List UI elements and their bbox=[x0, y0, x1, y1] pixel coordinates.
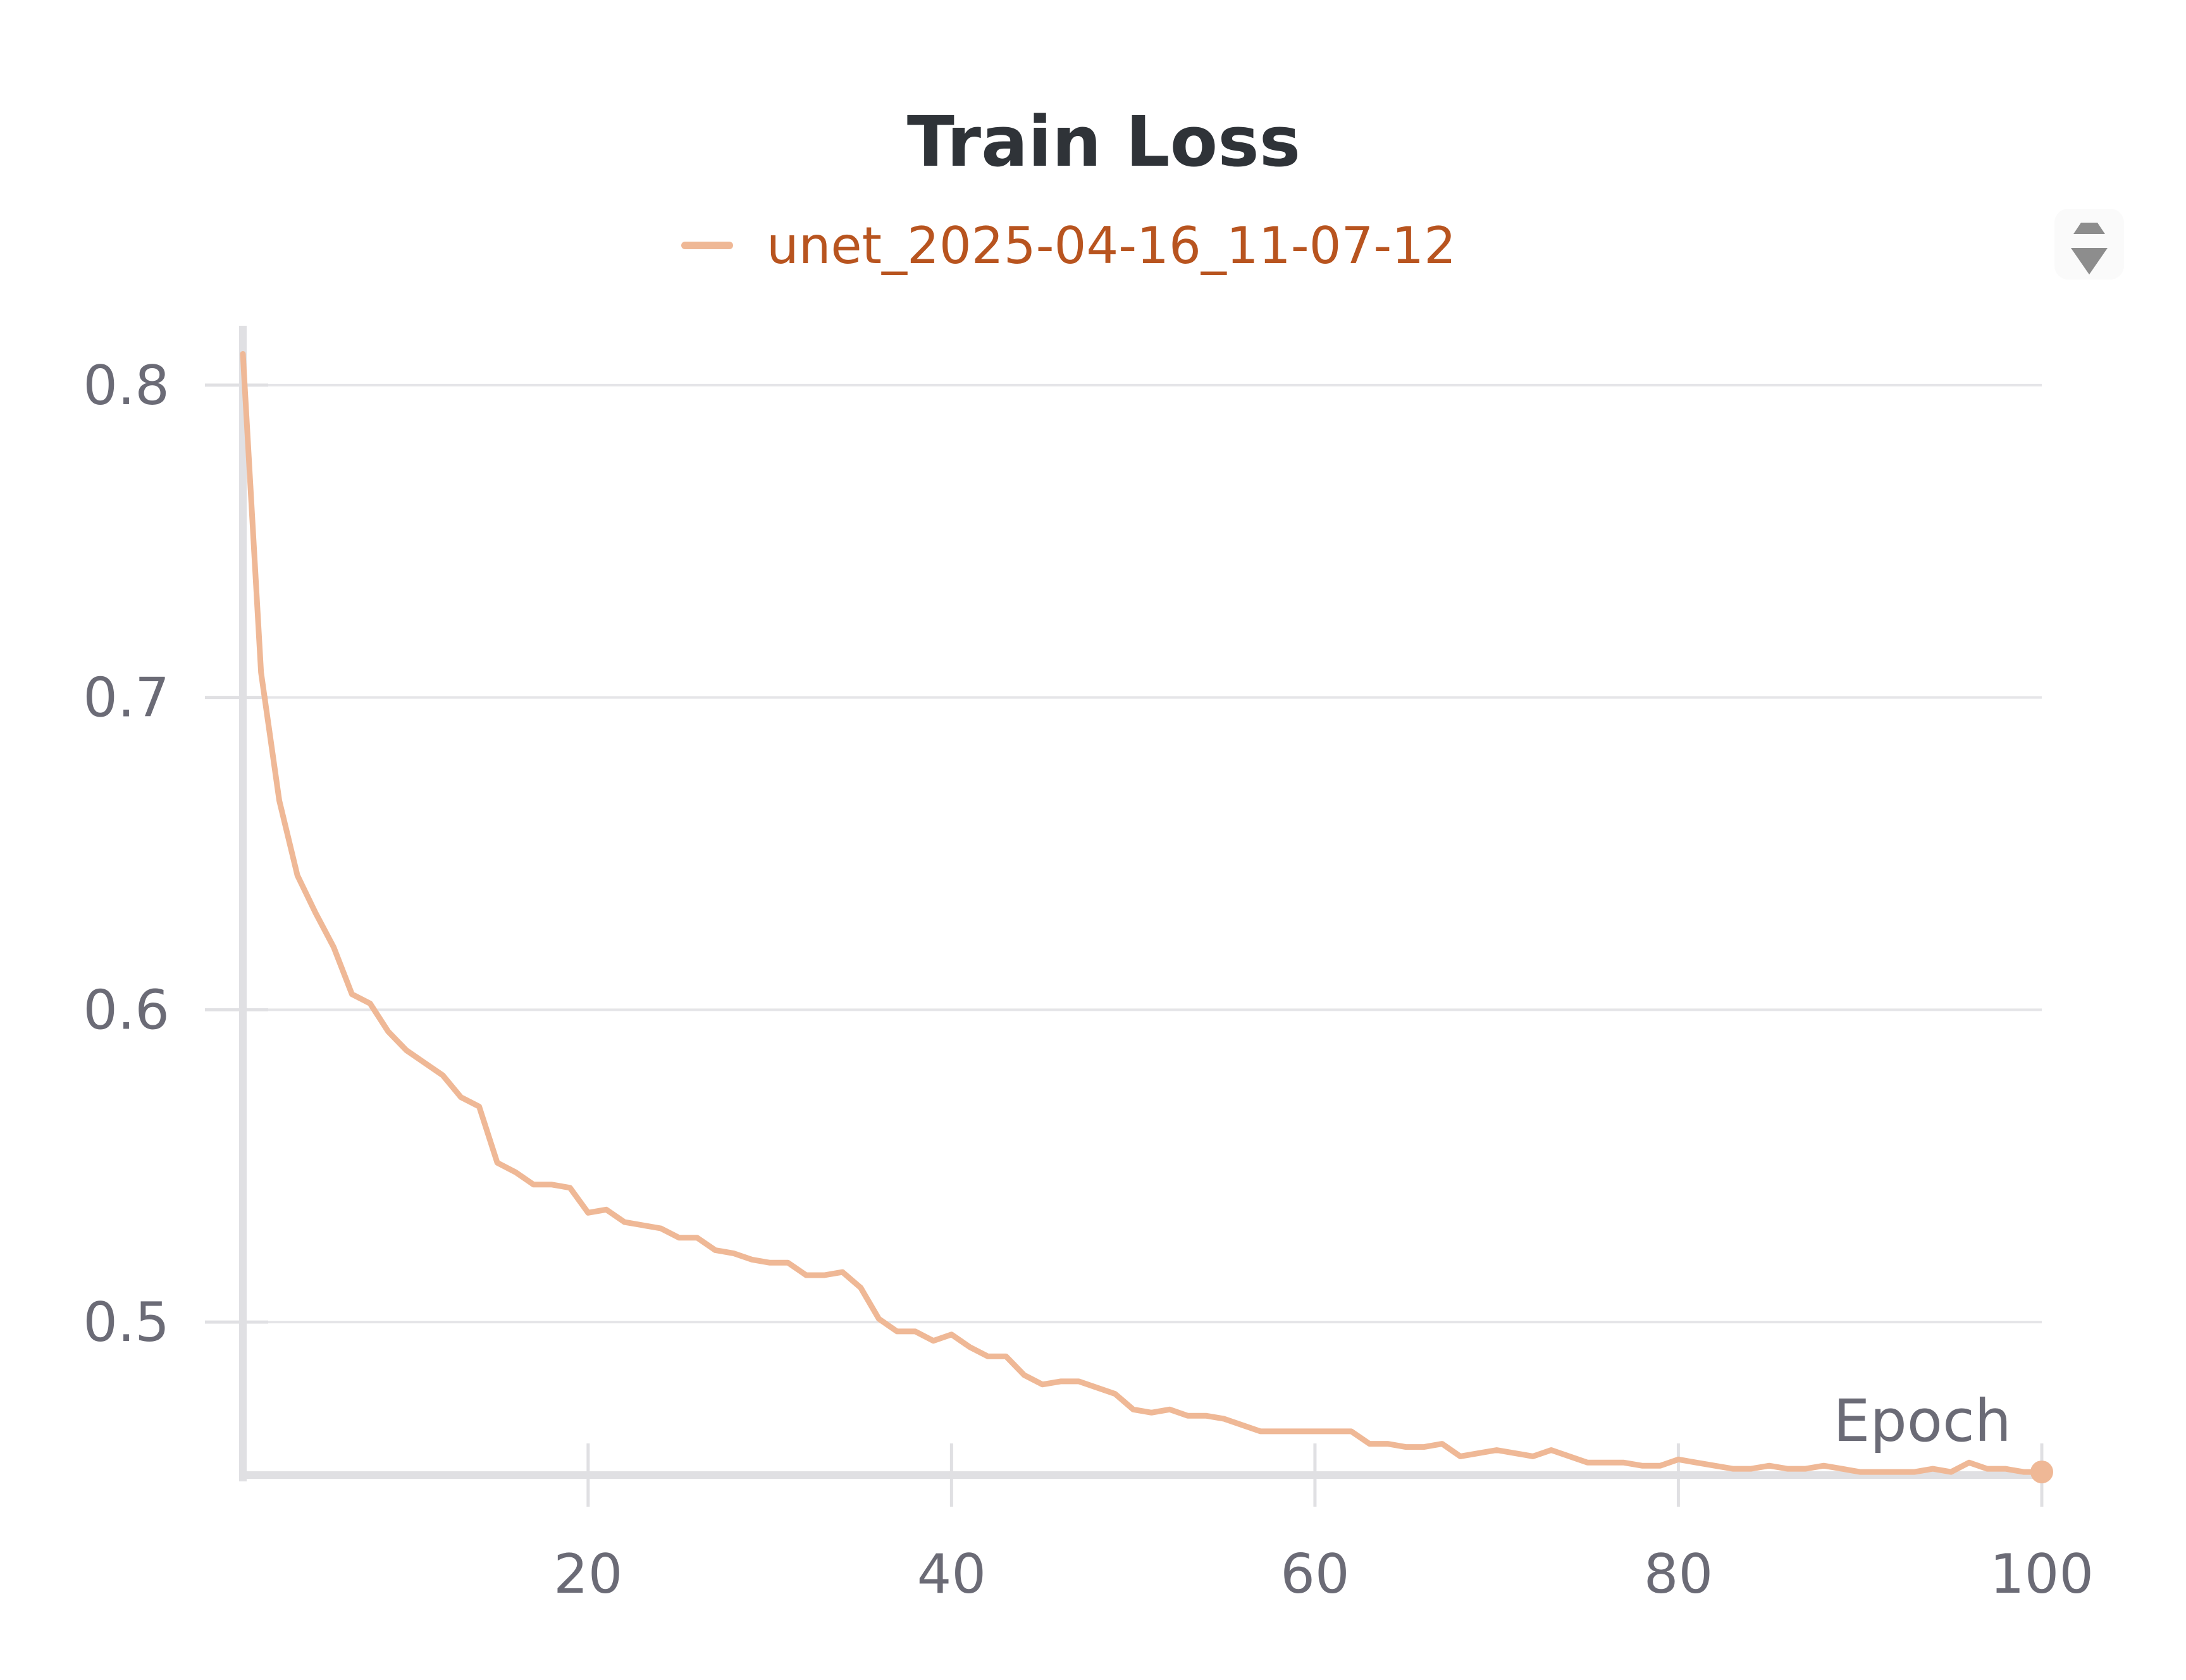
series-lines bbox=[240, 351, 2053, 1484]
y-tick-label: 0.8 bbox=[83, 354, 170, 417]
x-tick-label: 80 bbox=[1644, 1543, 1713, 1606]
legend-series-label: unet_2025-04-16_11-07-12 bbox=[767, 216, 1456, 275]
chart-title: Train Loss bbox=[907, 101, 1300, 182]
x-axis-ticks: 20 40 60 80 100 bbox=[553, 1443, 2094, 1606]
x-tick-label: 60 bbox=[1280, 1543, 1349, 1606]
grid-lines bbox=[243, 383, 2042, 1324]
x-tick-label: 100 bbox=[1990, 1543, 2094, 1606]
drag-handle-icon[interactable] bbox=[2054, 209, 2124, 280]
series-line bbox=[240, 351, 2045, 1475]
x-tick-label: 20 bbox=[553, 1543, 622, 1606]
series-end-point bbox=[2030, 1461, 2053, 1484]
y-tick-label: 0.5 bbox=[83, 1291, 170, 1354]
axes bbox=[239, 326, 2046, 1481]
legend[interactable]: unet_2025-04-16_11-07-12 bbox=[681, 216, 1456, 275]
x-axis-label: Epoch bbox=[1833, 1387, 2011, 1455]
y-tick-label: 0.7 bbox=[83, 667, 170, 730]
y-tick-label: 0.6 bbox=[83, 979, 170, 1042]
y-axis-ticks: 0.5 0.6 0.7 0.8 bbox=[83, 354, 268, 1354]
x-tick-label: 40 bbox=[917, 1543, 986, 1606]
